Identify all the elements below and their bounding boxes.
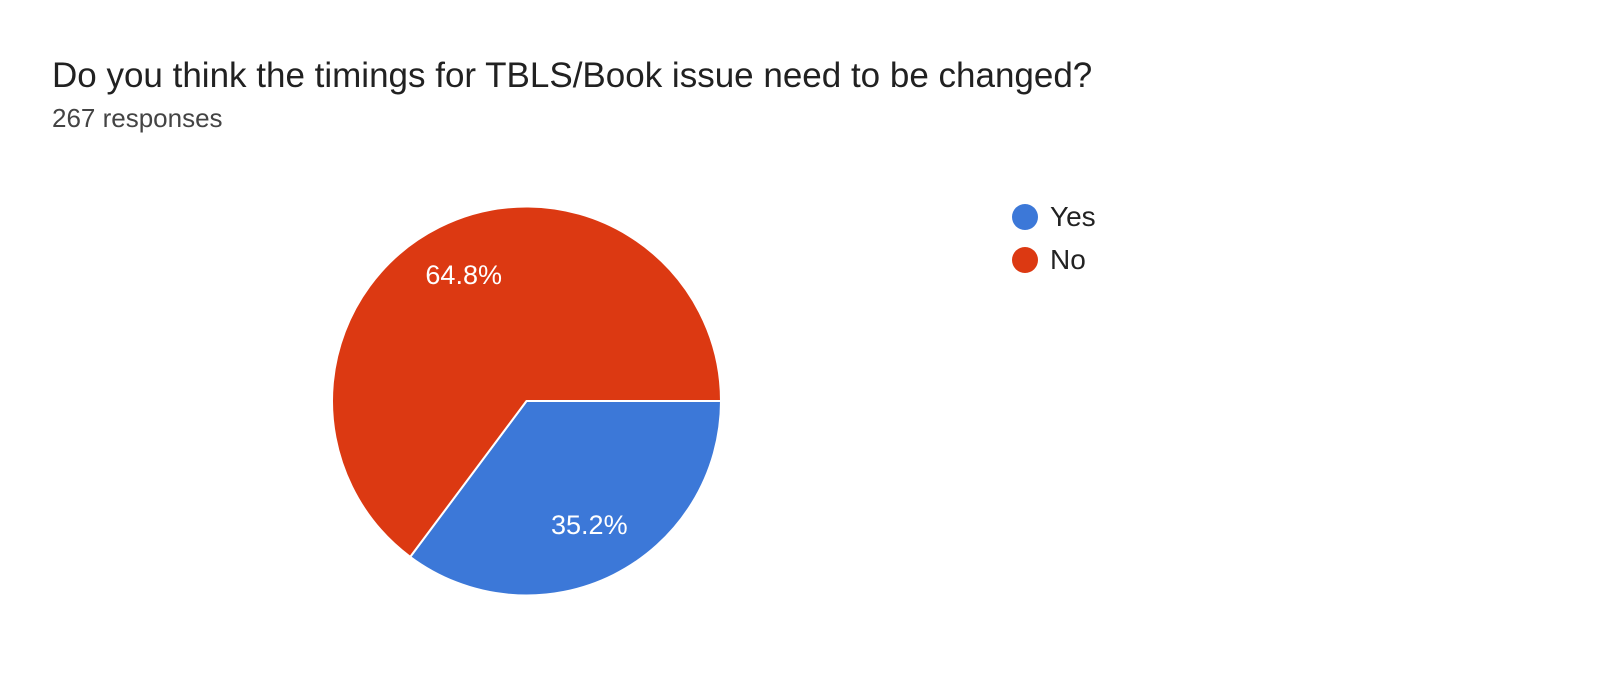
svg-text:35.2%: 35.2% (551, 510, 628, 540)
svg-text:64.8%: 64.8% (425, 260, 502, 290)
